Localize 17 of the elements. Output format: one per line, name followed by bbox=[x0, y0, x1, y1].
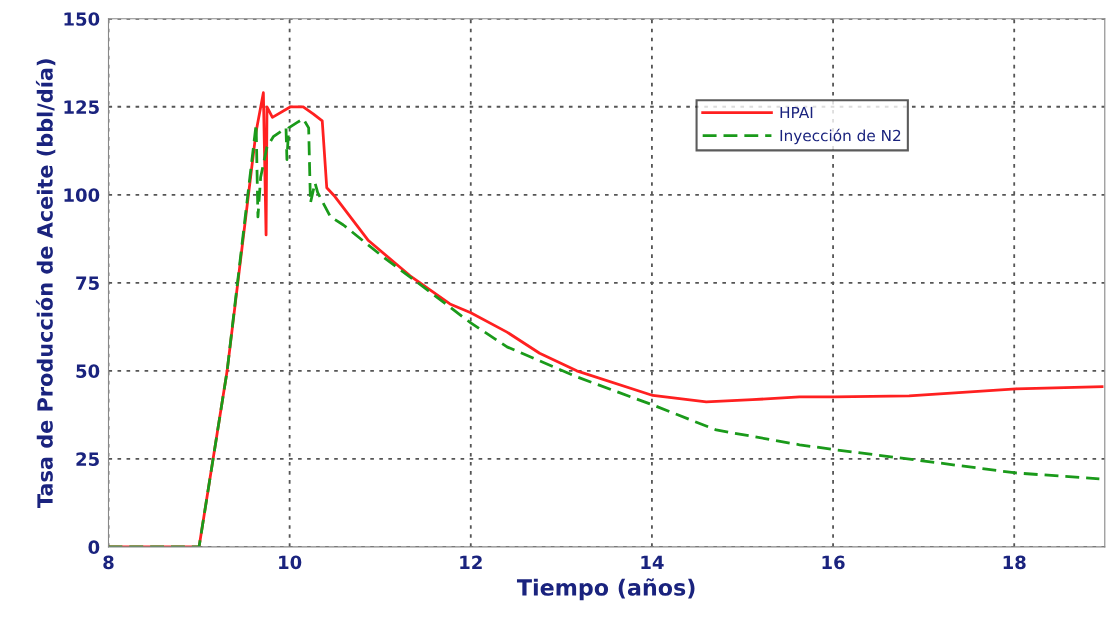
y-tick-label: 25 bbox=[76, 452, 99, 466]
y-tick-label: 125 bbox=[64, 100, 99, 114]
x-tick-label: 12 bbox=[460, 555, 482, 569]
y-tick-label: 150 bbox=[64, 12, 100, 26]
x-tick-label: 14 bbox=[641, 555, 664, 569]
x-tick-label: 8 bbox=[103, 555, 114, 570]
y-tick-label: 50 bbox=[76, 364, 100, 378]
legend-label: Inyección de N2 bbox=[780, 128, 901, 145]
y-tick-label: 75 bbox=[76, 276, 99, 290]
x-axis-title: Tiempo (años) bbox=[516, 578, 695, 601]
legend-label: HPAI bbox=[780, 106, 813, 119]
y-tick-label: 0 bbox=[88, 540, 100, 554]
y-tick-label: 100 bbox=[64, 188, 100, 202]
x-tick-label: 18 bbox=[1003, 555, 1026, 570]
x-tick-label: 16 bbox=[822, 555, 845, 570]
x-tick-label: 10 bbox=[279, 555, 302, 570]
y-axis-title: Tasa de Producción de Aceite (bbl/día) bbox=[35, 59, 56, 508]
